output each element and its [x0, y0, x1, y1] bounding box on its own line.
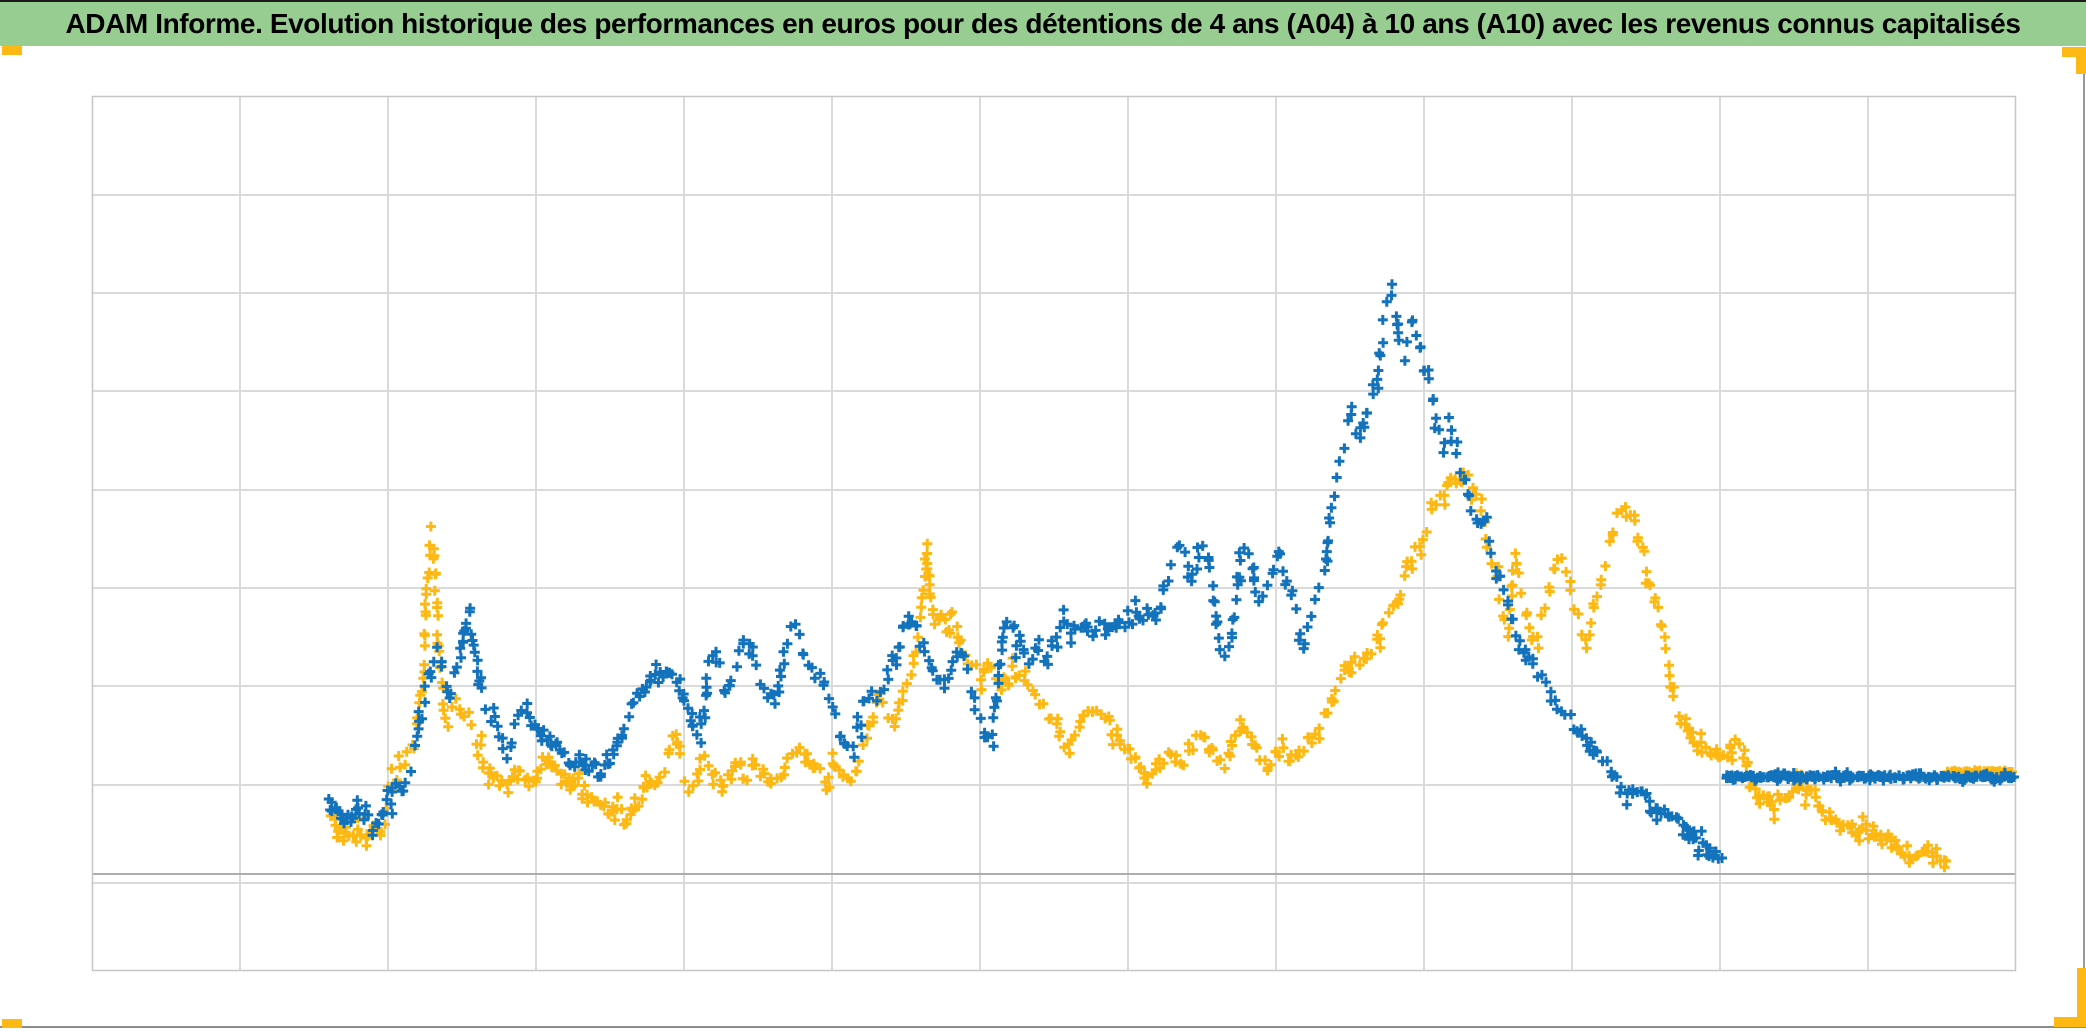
accent-corner-bottom-right-v: [2077, 968, 2086, 1027]
accent-corner-top-right-h: [2062, 47, 2086, 57]
series-gold-markers: [325, 467, 1951, 873]
title-bar: ADAM Informe. Evolution historique des p…: [0, 0, 2086, 46]
series-blue-markers: [323, 279, 1727, 864]
accent-corner-top-right-v: [2076, 47, 2086, 74]
page-edge-line-bottom: [0, 1026, 2086, 1028]
series-blue-markers-flat: [1721, 766, 2019, 787]
page-edge-line-right: [2083, 48, 2085, 1027]
page-title: ADAM Informe. Evolution historique des p…: [65, 8, 2021, 39]
plot-border: [91, 95, 2017, 972]
accent-mark-bottom-left: [2, 1019, 22, 1028]
accent-mark-top-left: [2, 46, 22, 55]
accent-corner-bottom-right-h: [2054, 1017, 2086, 1027]
